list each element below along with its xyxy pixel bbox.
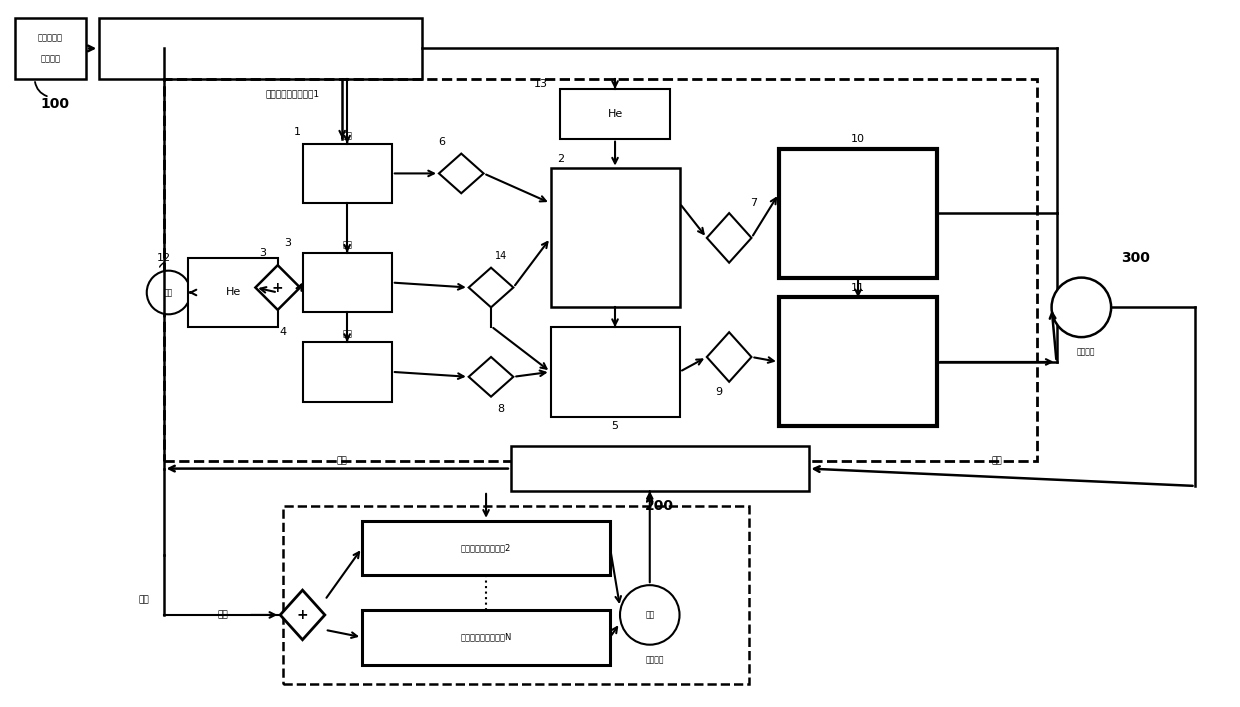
Bar: [551, 168, 680, 308]
Text: 循环: 循环: [645, 610, 655, 619]
Bar: [551, 327, 680, 416]
Text: 3: 3: [284, 238, 291, 248]
Text: 5: 5: [611, 421, 619, 431]
Bar: [15, 18, 87, 79]
Text: 11: 11: [851, 283, 866, 293]
Bar: [283, 506, 749, 684]
Text: 系统终端: 系统终端: [646, 655, 663, 664]
Circle shape: [620, 585, 680, 645]
Text: 氟离子检测模块单元2: 氟离子检测模块单元2: [461, 544, 511, 552]
Bar: [779, 298, 937, 426]
Text: +: +: [296, 608, 309, 622]
Text: 12: 12: [156, 253, 171, 263]
Polygon shape: [707, 332, 751, 382]
Polygon shape: [707, 213, 751, 263]
Text: 200: 200: [645, 499, 675, 513]
Bar: [779, 148, 937, 278]
Text: 采样: 采样: [342, 240, 352, 250]
Text: 进样: 进样: [218, 610, 228, 619]
Text: 13: 13: [533, 79, 548, 89]
Text: 进样: 进样: [139, 595, 149, 604]
Bar: [362, 610, 610, 665]
Text: 被试断路器: 被试断路器: [38, 33, 63, 42]
Circle shape: [1052, 278, 1111, 337]
Text: 14: 14: [495, 251, 507, 261]
Text: 采样: 采样: [342, 132, 352, 140]
Text: He: He: [608, 109, 622, 119]
Polygon shape: [469, 357, 513, 397]
Text: 循环: 循环: [992, 457, 1002, 466]
Text: +: +: [272, 281, 284, 295]
Bar: [164, 79, 1037, 461]
Text: 采样: 采样: [342, 329, 352, 339]
Bar: [303, 342, 392, 402]
Bar: [560, 89, 670, 139]
Polygon shape: [280, 590, 325, 640]
Bar: [511, 446, 808, 491]
Text: 300: 300: [1121, 251, 1151, 264]
Text: 100: 100: [40, 97, 69, 111]
Text: 2: 2: [557, 153, 564, 163]
Bar: [303, 253, 392, 312]
Circle shape: [146, 271, 191, 315]
Text: 氟离子检测模块单元1: 氟离子检测模块单元1: [265, 90, 320, 98]
Text: 循环: 循环: [337, 457, 347, 466]
Bar: [99, 18, 422, 79]
Bar: [303, 144, 392, 203]
Text: 1: 1: [294, 127, 301, 136]
Text: He: He: [226, 288, 241, 298]
Text: 分闸产物: 分闸产物: [41, 55, 61, 64]
Text: 开始: 开始: [164, 288, 174, 297]
Bar: [188, 258, 278, 327]
Text: 4: 4: [279, 327, 286, 337]
Text: 7: 7: [750, 198, 758, 208]
Text: 系统终端: 系统终端: [1078, 348, 1096, 356]
Bar: [362, 520, 610, 575]
Text: 6: 6: [438, 136, 445, 146]
Polygon shape: [469, 268, 513, 308]
Polygon shape: [439, 153, 484, 193]
Polygon shape: [255, 265, 300, 310]
Text: 9: 9: [715, 387, 723, 397]
Text: 氟离子检测模块单元N: 氟离子检测模块单元N: [460, 633, 512, 642]
Text: 8: 8: [497, 404, 505, 414]
Text: 3: 3: [259, 247, 267, 258]
Text: 10: 10: [851, 134, 866, 144]
